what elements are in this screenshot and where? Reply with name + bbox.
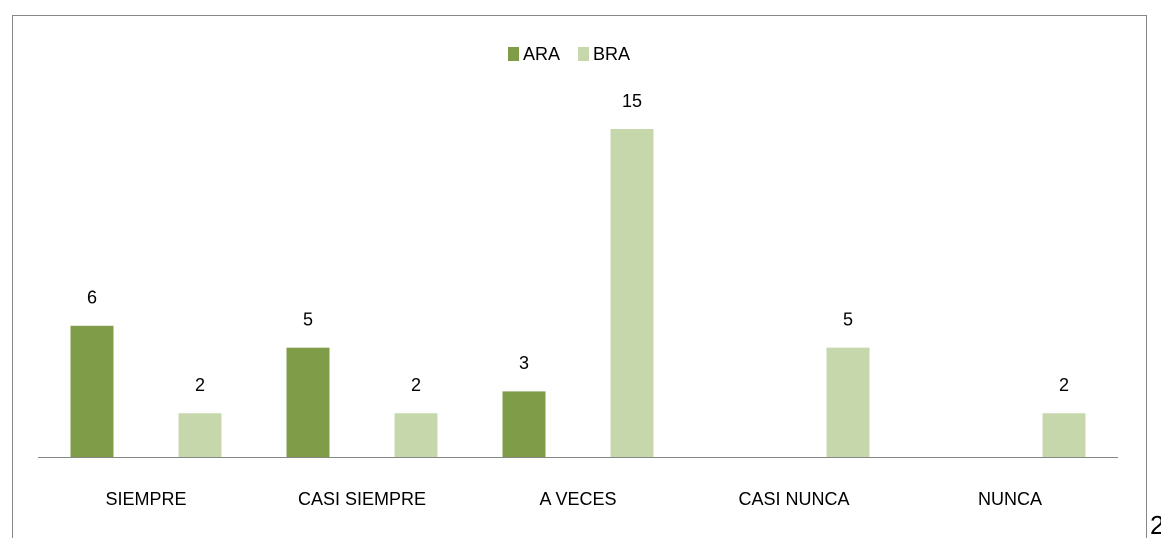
legend-swatch bbox=[578, 47, 590, 61]
data-label: 5 bbox=[303, 309, 313, 329]
x-tick-label: CASI NUNCA bbox=[738, 489, 849, 509]
bar bbox=[502, 391, 546, 457]
data-label: 6 bbox=[87, 288, 97, 308]
data-label: 2 bbox=[1059, 375, 1069, 395]
chart-border bbox=[12, 15, 1147, 538]
bar bbox=[826, 347, 870, 457]
x-tick-label: CASI SIEMPRE bbox=[298, 489, 426, 509]
legend-label: BRA bbox=[593, 44, 630, 64]
data-label: 5 bbox=[843, 309, 853, 329]
bar bbox=[70, 325, 114, 457]
data-label: 2 bbox=[411, 375, 421, 395]
bar bbox=[286, 347, 330, 457]
data-label: 15 bbox=[622, 91, 642, 111]
legend-label: ARA bbox=[523, 44, 560, 64]
legend-swatch bbox=[508, 47, 519, 61]
page-number: 2 bbox=[1150, 510, 1161, 538]
data-label: 3 bbox=[519, 353, 529, 373]
bar bbox=[610, 129, 654, 457]
x-tick-label: SIEMPRE bbox=[105, 489, 186, 509]
bar bbox=[178, 413, 222, 457]
bar bbox=[1042, 413, 1086, 457]
x-tick-label: NUNCA bbox=[978, 489, 1042, 509]
data-label: 2 bbox=[195, 375, 205, 395]
bar bbox=[394, 413, 438, 457]
x-tick-label: A VECES bbox=[539, 489, 616, 509]
